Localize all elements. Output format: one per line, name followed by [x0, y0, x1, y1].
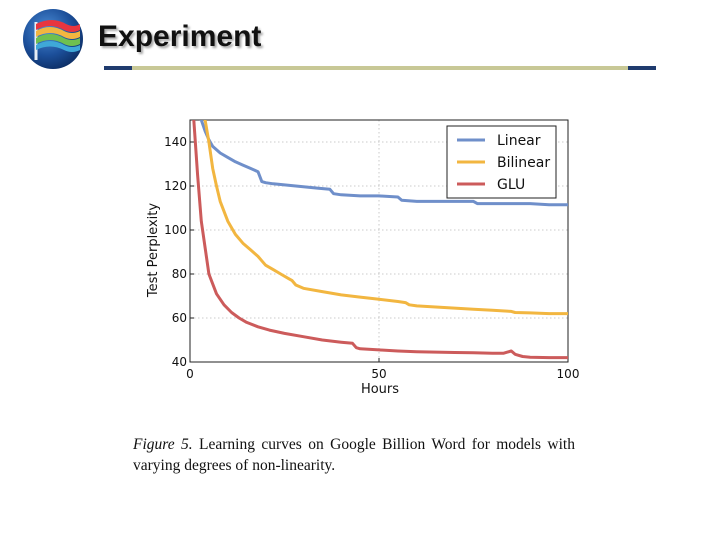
legend-label-bilinear: Bilinear: [497, 155, 550, 171]
ticks: 40 60 80 100 120 140 0 50 100: [164, 135, 579, 381]
figure-label: Figure 5.: [133, 436, 193, 453]
y-tick-label: 40: [172, 355, 187, 369]
series-lines: [192, 120, 568, 360]
x-tick-label: 50: [371, 367, 386, 381]
series-line-glu: [192, 120, 568, 360]
slide-title: Experiment: [98, 20, 262, 53]
y-tick-label: 80: [172, 267, 187, 281]
caption-text: Learning curves on Google Billion Word f…: [133, 436, 575, 474]
series-line-linear: [199, 120, 568, 207]
legend-label-linear: Linear: [497, 133, 541, 149]
y-axis-label: Test Perplexity: [146, 203, 161, 298]
x-tick-label: 0: [186, 367, 194, 381]
x-tick-label: 100: [557, 367, 580, 381]
flag-globe-icon: [23, 9, 83, 69]
legend: Linear Bilinear GLU: [446, 125, 557, 199]
y-tick-label: 60: [172, 311, 187, 325]
title-rule-left: [104, 66, 132, 70]
y-tick-label: 100: [164, 223, 187, 237]
title-rule-right: [628, 66, 656, 70]
x-axis-label: Hours: [361, 382, 399, 397]
title-rule-middle: [132, 66, 628, 70]
learning-curve-chart: 40 60 80 100 120 140 0 50 100 Hours Test Perplex…: [146, 119, 579, 397]
y-tick-label: 120: [164, 179, 187, 193]
figure-caption: Figure 5. Learning curves on Google Bill…: [133, 434, 575, 476]
legend-label-glu: GLU: [497, 177, 525, 193]
series-line-bilinear: [203, 120, 568, 316]
y-tick-label: 140: [164, 135, 187, 149]
